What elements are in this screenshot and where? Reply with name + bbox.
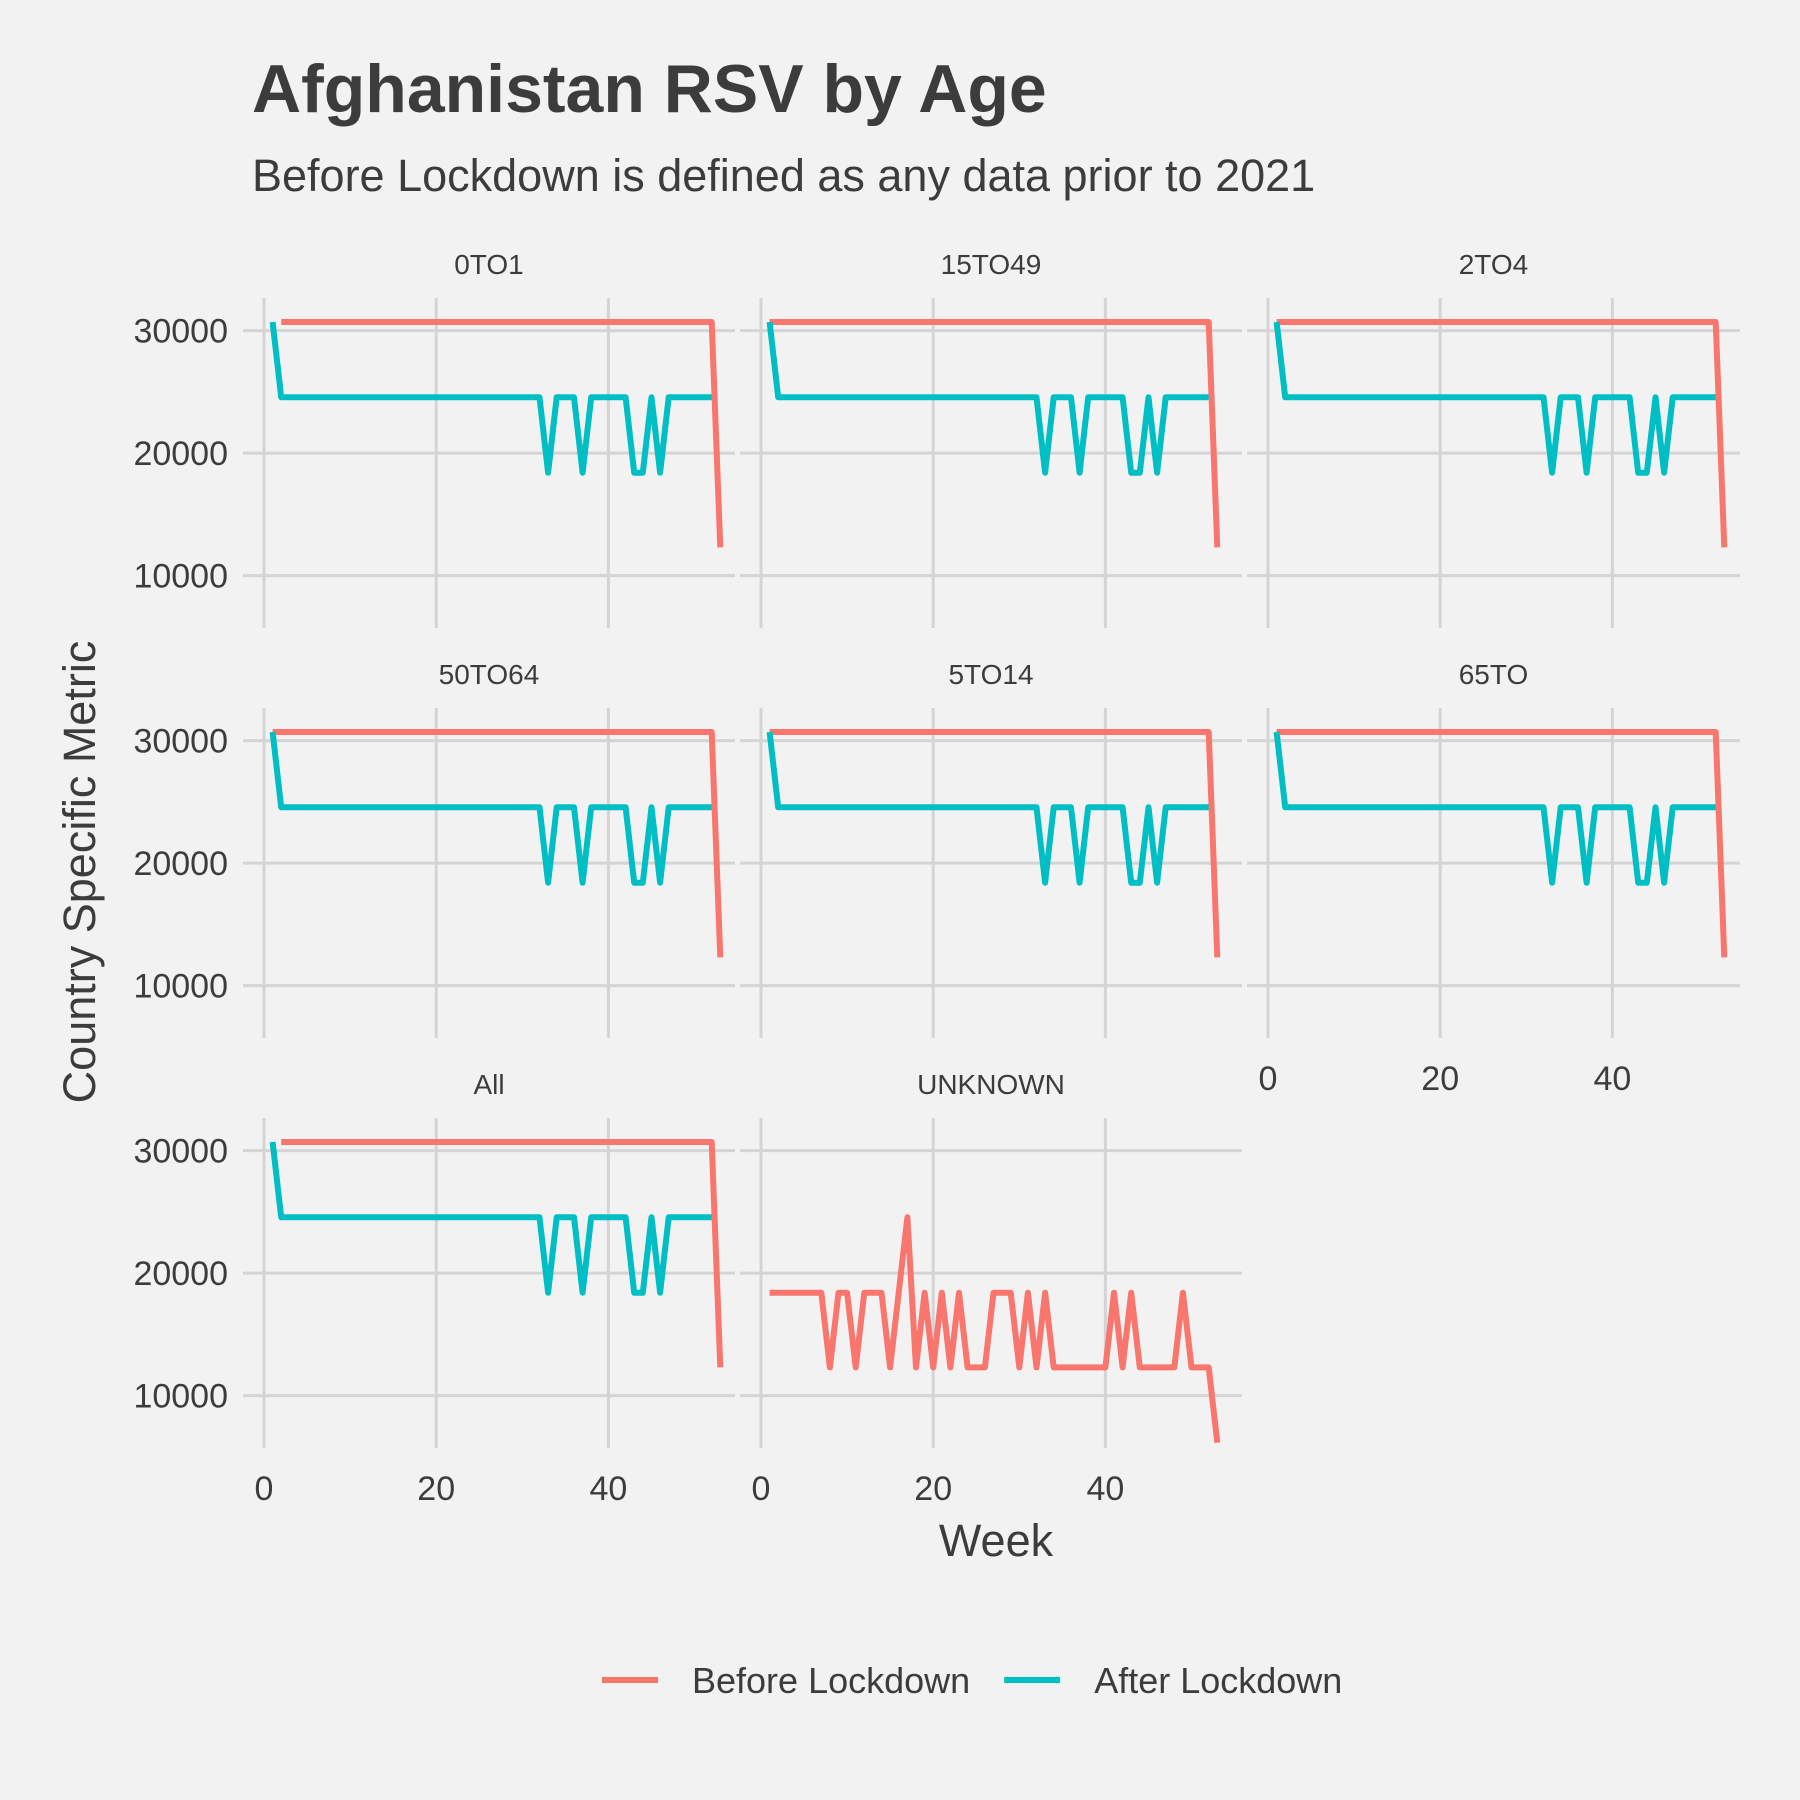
- facet-panel-unknown: UNKNOWN 0 20 40: [740, 1069, 1242, 1508]
- y-tick-label: 20000: [133, 1255, 228, 1293]
- x-tick-label: 20: [417, 1470, 455, 1508]
- panel-grid: [243, 708, 735, 1038]
- facet-panel-15to49: 15TO49: [740, 249, 1242, 628]
- series-line-before-lockdown: [1276, 319, 1728, 548]
- y-tick-label: 20000: [133, 845, 228, 883]
- panel-grid: [243, 298, 735, 628]
- series-line-before-lockdown: [281, 1139, 724, 1368]
- facet-strip-label: UNKNOWN: [917, 1069, 1065, 1100]
- series-line-before-lockdown: [769, 319, 1221, 548]
- x-tick-label: 0: [1259, 1060, 1278, 1098]
- y-tick-label: 10000: [133, 1378, 228, 1416]
- facet-strip-label: 65TO: [1459, 659, 1529, 690]
- legend-item-after-lockdown: After Lockdown: [1004, 1660, 1342, 1701]
- panel-grid: [740, 298, 1242, 628]
- y-tick-label: 10000: [133, 558, 228, 596]
- facet-panel-65to: 65TO 0 20 40: [1247, 659, 1740, 1098]
- panel-grid: [1247, 708, 1740, 1038]
- x-tick-label: 20: [914, 1470, 952, 1508]
- chart-subtitle: Before Lockdown is defined as any data p…: [252, 150, 1315, 201]
- series-line-before-lockdown: [272, 729, 724, 958]
- facet-strip-label: 50TO64: [439, 659, 540, 690]
- y-tick-label: 30000: [133, 723, 228, 761]
- series-line-before-lockdown: [769, 729, 1221, 958]
- y-tick-label: 30000: [133, 313, 228, 351]
- legend: Before Lockdown After Lockdown: [602, 1660, 1342, 1701]
- legend-item-before-lockdown: Before Lockdown: [602, 1660, 970, 1701]
- facet-strip-label: 15TO49: [941, 249, 1042, 280]
- x-tick-label: 0: [752, 1470, 771, 1508]
- x-tick-label: 20: [1421, 1060, 1459, 1098]
- x-tick-label: 0: [255, 1470, 274, 1508]
- chart-title: Afghanistan RSV by Age: [252, 51, 1047, 127]
- series-line-after-lockdown: [1273, 321, 1716, 476]
- facet-panel-0to1: 0TO1 10000 20000 30000: [133, 249, 735, 628]
- series-line-after-lockdown: [766, 321, 1209, 476]
- panel-grid: [1247, 298, 1740, 628]
- facet-panel-all: All 10000 20000 30000 0 20 40: [133, 1069, 735, 1508]
- facet-strip-label: 2TO4: [1459, 249, 1529, 280]
- y-tick-label: 10000: [133, 968, 228, 1006]
- series-line-after-lockdown: [1273, 731, 1716, 886]
- panel-grid: [740, 1118, 1242, 1448]
- facet-panel-50to64: 50TO64 10000 20000 30000: [133, 659, 735, 1038]
- panel-grid: [740, 708, 1242, 1038]
- series-line-after-lockdown: [269, 1141, 712, 1296]
- facet-strip-label: 0TO1: [454, 249, 524, 280]
- series-line-after-lockdown: [766, 731, 1209, 886]
- facet-strip-label: All: [473, 1069, 504, 1100]
- series-line-before-lockdown: [769, 1214, 1221, 1444]
- series-line-before-lockdown: [1276, 729, 1728, 958]
- facet-strip-label: 5TO14: [948, 659, 1033, 690]
- y-axis-label: Country Specific Metric: [54, 641, 105, 1104]
- x-tick-label: 40: [1086, 1470, 1124, 1508]
- series-line-after-lockdown: [269, 321, 712, 476]
- legend-label: After Lockdown: [1094, 1660, 1342, 1701]
- x-axis-label: Week: [939, 1515, 1054, 1566]
- legend-label: Before Lockdown: [692, 1660, 970, 1701]
- series-line-before-lockdown: [281, 319, 724, 548]
- y-tick-label: 20000: [133, 435, 228, 473]
- facet-panel-2to4: 2TO4: [1247, 249, 1740, 628]
- y-tick-label: 30000: [133, 1133, 228, 1171]
- facet-panel-5to14: 5TO14: [740, 659, 1242, 1038]
- x-tick-label: 40: [589, 1470, 627, 1508]
- panel-grid: [243, 1118, 735, 1448]
- series-line-after-lockdown: [269, 731, 712, 886]
- x-tick-label: 40: [1593, 1060, 1631, 1098]
